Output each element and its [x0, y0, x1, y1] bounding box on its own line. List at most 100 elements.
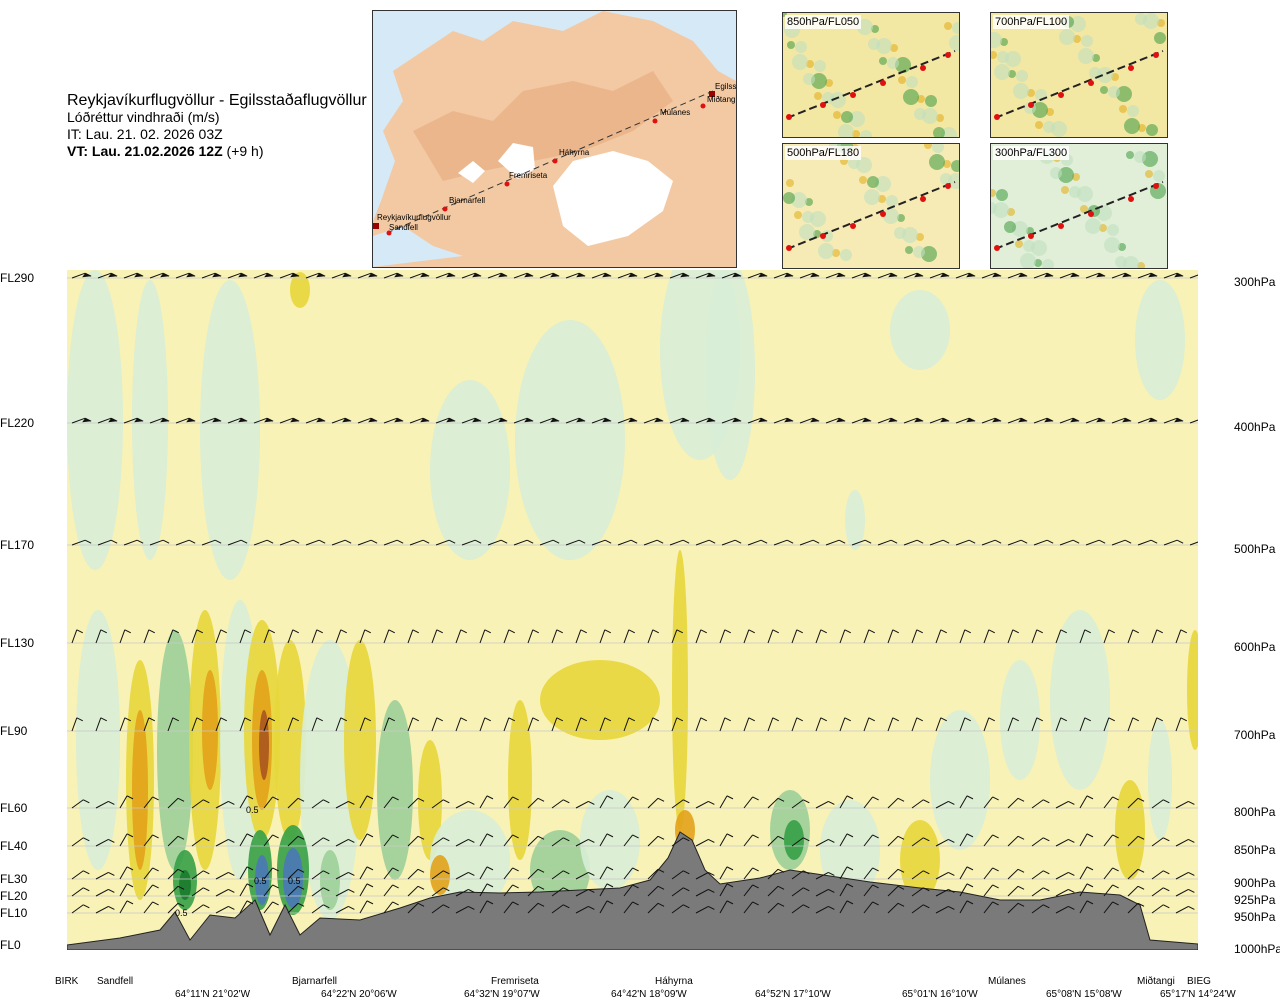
- wind-barb: [981, 272, 1002, 279]
- hpa-tick-label: 600hPa: [1234, 640, 1276, 654]
- wind-barb: [191, 837, 210, 847]
- wind-barb: [911, 629, 924, 644]
- wind-barb: [643, 272, 664, 279]
- wind-barb: [863, 629, 876, 644]
- wind-barb: [695, 629, 708, 644]
- wind-barb: [503, 717, 516, 732]
- wind-barb: [1151, 799, 1170, 809]
- wind-barb: [791, 799, 810, 809]
- wind-barb: [239, 900, 254, 914]
- wind-barb: [791, 904, 810, 914]
- wind-barb: [929, 539, 950, 546]
- fl-tick-label: FL0: [0, 938, 21, 952]
- wind-barb: [1033, 417, 1054, 424]
- wind-barb: [149, 417, 170, 424]
- wind-barb: [983, 796, 999, 809]
- wind-barb: [1007, 539, 1028, 546]
- wind-barb: [527, 629, 540, 644]
- coordinate-label: 65°01'N 16°10'W: [902, 989, 978, 1000]
- velocity-cell: [344, 640, 376, 840]
- wind-barb: [565, 272, 586, 279]
- wind-barb: [695, 888, 715, 897]
- wind-barb: [407, 868, 425, 880]
- wind-barb: [263, 884, 279, 897]
- velocity-cell: [672, 550, 688, 830]
- wind-barb: [1175, 838, 1195, 847]
- coordinate-label: 65°08'N 15°08'W: [1046, 989, 1122, 1000]
- wind-barb: [479, 866, 494, 880]
- wind-barb: [1175, 717, 1188, 732]
- wind-barb: [815, 888, 835, 897]
- wind-barb: [215, 888, 235, 897]
- wind-barb: [1033, 539, 1054, 546]
- route-axis: BIRK Sandfell Bjarnarfell Fremriseta Háhyrna…: [55, 975, 1236, 1000]
- waypoint-label: Bjarnarfell: [292, 976, 337, 987]
- waypoint-mulanes-dot: [652, 118, 658, 124]
- wind-barb: [647, 717, 660, 732]
- wind-barb: [175, 272, 196, 279]
- wind-barb: [175, 539, 196, 546]
- coordinate-label: 64°11'N 21°02'W: [175, 989, 251, 1000]
- wind-barb: [479, 717, 492, 732]
- wind-barb: [335, 717, 348, 732]
- wind-barb: [311, 870, 330, 880]
- velocity-cell: [430, 380, 510, 560]
- wind-barb: [1033, 272, 1054, 279]
- wind-barb: [767, 885, 785, 897]
- velocity-cell: [259, 710, 269, 780]
- wind-barb: [357, 272, 378, 279]
- contour-label: 0.5: [254, 876, 267, 886]
- wind-barb: [1079, 795, 1094, 809]
- wind-barb: [791, 717, 804, 732]
- issue-time: IT: Lau. 21. 02. 2026 03Z: [67, 126, 223, 142]
- wind-barb: [1055, 800, 1075, 809]
- wind-barb: [839, 629, 852, 644]
- wind-barb: [383, 417, 404, 424]
- wind-barb: [669, 539, 690, 546]
- wind-barb: [623, 796, 639, 809]
- wind-barb: [935, 629, 948, 644]
- wind-barb: [407, 885, 425, 897]
- wind-barb: [647, 902, 665, 914]
- level-map-850: 850hPa/FL050: [782, 12, 960, 138]
- wind-barb: [503, 901, 519, 914]
- wind-barb: [431, 717, 444, 732]
- velocity-cell: [132, 710, 148, 870]
- wind-barb: [455, 905, 475, 914]
- wind-barb: [791, 629, 804, 644]
- wind-barb: [527, 717, 540, 732]
- wind-barb: [747, 272, 768, 279]
- wind-barb: [513, 272, 534, 279]
- wind-barb: [357, 417, 378, 424]
- wind-barb: [359, 866, 374, 880]
- wind-barb: [435, 539, 456, 546]
- waypoint-label: BIEG: [1187, 976, 1211, 987]
- fl-tick-label: FL130: [0, 636, 34, 650]
- wind-barb: [815, 871, 835, 880]
- wind-barb: [503, 884, 519, 897]
- wind-barb: [591, 272, 612, 279]
- wind-barb: [409, 417, 430, 424]
- wind-barb: [959, 629, 972, 644]
- wind-barb: [877, 417, 898, 424]
- wind-barb: [487, 539, 508, 546]
- wind-barb: [743, 629, 756, 644]
- wind-barb: [955, 272, 976, 279]
- wind-barb: [719, 629, 732, 644]
- map-label-egilsstadir: Egilss: [715, 82, 736, 91]
- velocity-cell: [660, 270, 740, 460]
- wind-barb: [935, 838, 955, 847]
- wind-barb: [71, 887, 90, 897]
- wind-barb: [239, 833, 254, 847]
- wind-barb: [279, 539, 300, 546]
- hpa-tick-label: 925hPa: [1234, 893, 1276, 907]
- wind-barb: [695, 717, 708, 732]
- wind-barb: [95, 905, 115, 914]
- wind-barb: [903, 417, 924, 424]
- wind-barb: [1007, 417, 1028, 424]
- fl-tick-label: FL20: [0, 889, 28, 903]
- wind-barb: [959, 833, 974, 847]
- wind-barb: [935, 717, 948, 732]
- wind-barb: [527, 868, 545, 880]
- wind-barb: [1103, 796, 1119, 809]
